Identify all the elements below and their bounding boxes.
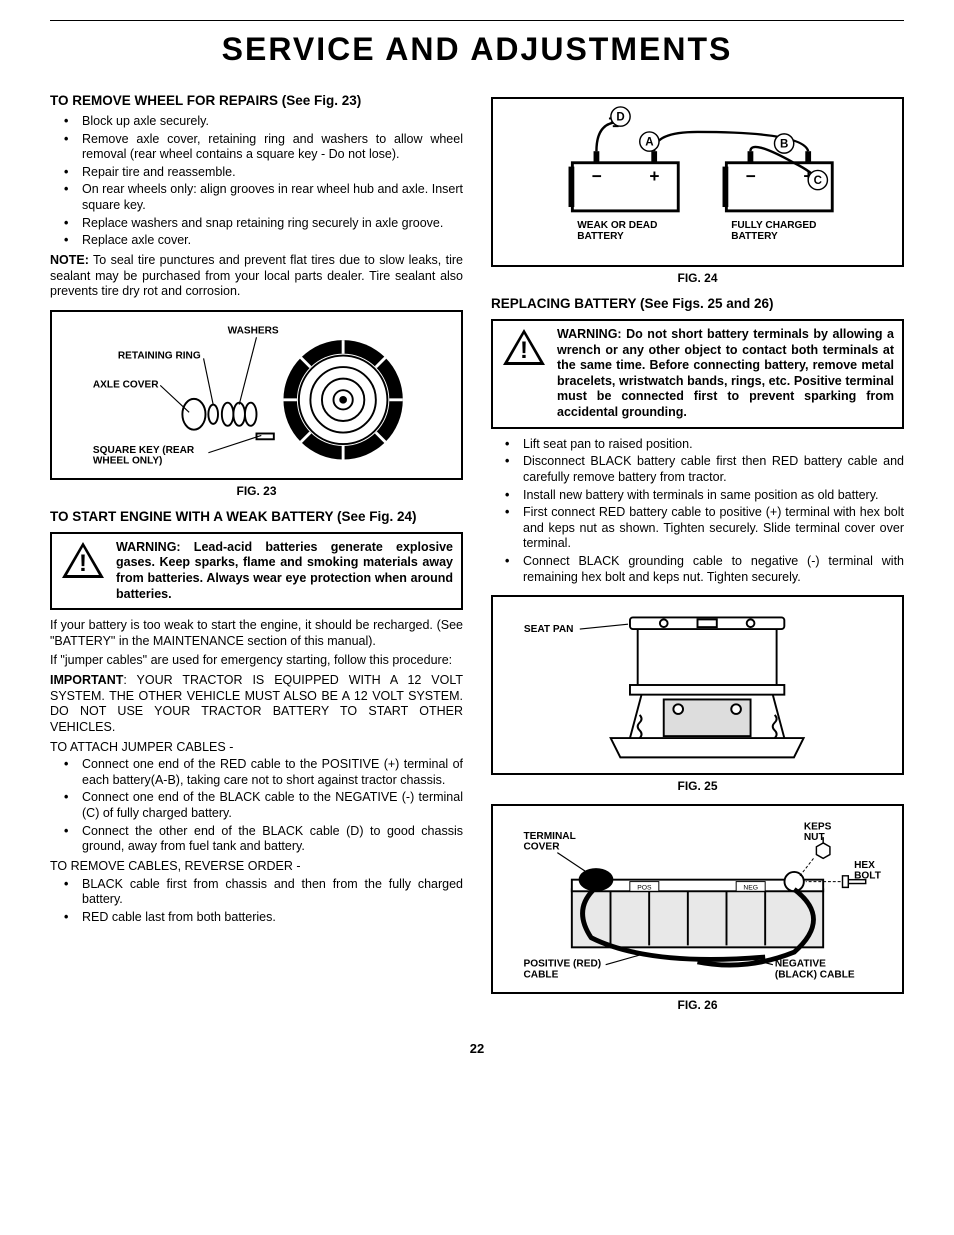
fig26-svg: POS NEG TERMIN [499, 812, 896, 986]
remove-list: BLACK cable first from chassis and then … [50, 877, 463, 926]
list-item: Remove axle cover, retaining ring and wa… [50, 132, 463, 163]
list-item: Disconnect BLACK battery cable first the… [491, 454, 904, 485]
fig26-neg: NEGATIVE(BLACK) CABLE [775, 959, 855, 981]
list-item: BLACK cable first from chassis and then … [50, 877, 463, 908]
figure-23: WASHERS RETAINING RING AXLE COVER SQUARE… [50, 310, 463, 480]
list-item: Install new battery with terminals in sa… [491, 488, 904, 504]
note-text: To seal tire punctures and prevent flat … [50, 253, 463, 298]
attach-head: TO ATTACH JUMPER CABLES - [50, 740, 463, 756]
remove-wheel-heading: TO REMOVE WHEEL FOR REPAIRS (See Fig. 23… [50, 93, 463, 110]
fig23-label-ring: RETAINING RING [118, 350, 201, 361]
fig25-label: SEAT PAN [524, 624, 574, 635]
replacing-battery-heading: REPLACING BATTERY (See Figs. 25 and 26) [491, 296, 904, 313]
warning-icon: ! [60, 540, 106, 580]
svg-text:!: ! [520, 337, 528, 364]
list-item: Lift seat pan to raised position. [491, 437, 904, 453]
right-column: − + − + B A [491, 87, 904, 1023]
list-item: RED cable last from both batteries. [50, 910, 463, 926]
svg-text:!: ! [79, 550, 87, 577]
fig26-hex: HEXBOLT [854, 860, 882, 882]
warning-box-1: ! WARNING: Lead-acid batteries generate … [50, 532, 463, 611]
warn-label: WARNING [116, 540, 176, 554]
fig25-caption: FIG. 25 [491, 779, 904, 794]
fig24-caption: FIG. 24 [491, 271, 904, 286]
weak-battery-heading: TO START ENGINE WITH A WEAK BATTERY (See… [50, 509, 463, 526]
svg-text:−: − [746, 166, 756, 186]
page-number: 22 [50, 1041, 904, 1057]
svg-text:+: + [649, 166, 659, 186]
remove-head: TO REMOVE CABLES, REVERSE ORDER - [50, 859, 463, 875]
fig26-caption: FIG. 26 [491, 998, 904, 1013]
svg-text:POS: POS [637, 885, 652, 892]
fig23-caption: FIG. 23 [50, 484, 463, 499]
list-item: Connect the other end of the BLACK cable… [50, 824, 463, 855]
list-item: Connect BLACK grounding cable to negativ… [491, 554, 904, 585]
svg-text:−: − [592, 166, 602, 186]
fig24-D: D [616, 111, 624, 123]
warning-text-2: WARNING: Do not short battery terminals … [557, 327, 894, 421]
list-item: Replace axle cover. [50, 233, 463, 249]
fig23-label-washers: WASHERS [228, 325, 279, 336]
imp-label: IMPORTANT [50, 673, 123, 687]
two-column-layout: TO REMOVE WHEEL FOR REPAIRS (See Fig. 23… [50, 87, 904, 1023]
fig25-svg: SEAT PAN [499, 603, 896, 767]
fig23-label-axle: AXLE COVER [93, 379, 159, 390]
list-item: First connect RED battery cable to posit… [491, 505, 904, 552]
warning-icon: ! [501, 327, 547, 367]
replace-battery-list: Lift seat pan to raised position. Discon… [491, 437, 904, 586]
warning-text-1: WARNING: Lead-acid batteries generate ex… [116, 540, 453, 603]
list-item: Connect one end of the RED cable to the … [50, 757, 463, 788]
figure-24: − + − + B A [491, 97, 904, 267]
note-paragraph: NOTE: To seal tire punctures and prevent… [50, 253, 463, 300]
sec2-p1: If your battery is too weak to start the… [50, 618, 463, 649]
figure-25: SEAT PAN [491, 595, 904, 775]
fig24-B: B [780, 138, 788, 150]
page-title: SERVICE AND ADJUSTMENTS [50, 29, 904, 69]
attach-list: Connect one end of the RED cable to the … [50, 757, 463, 855]
warning-box-2: ! WARNING: Do not short battery terminal… [491, 319, 904, 429]
top-rule [50, 20, 904, 21]
fig24-full: FULLY CHARGEDBATTERY [731, 220, 816, 242]
fig23-label-key: SQUARE KEY (REARWHEEL ONLY) [93, 445, 195, 467]
note-label: NOTE: [50, 253, 89, 267]
fig24-C: C [814, 175, 823, 187]
svg-text:NEG: NEG [743, 885, 758, 892]
list-item: Connect one end of the BLACK cable to th… [50, 790, 463, 821]
list-item: On rear wheels only: align grooves in re… [50, 182, 463, 213]
remove-wheel-list: Block up axle securely. Remove axle cove… [50, 114, 463, 249]
left-column: TO REMOVE WHEEL FOR REPAIRS (See Fig. 23… [50, 87, 463, 1023]
fig24-A: A [645, 136, 654, 148]
fig26-term: TERMINALCOVER [524, 831, 576, 853]
figure-26: POS NEG TERMIN [491, 804, 904, 994]
sec2-p2: If "jumper cables" are used for emergenc… [50, 653, 463, 669]
fig24-svg: − + − + B A [499, 105, 896, 259]
fig23-svg: WASHERS RETAINING RING AXLE COVER SQUARE… [58, 318, 455, 472]
fig26-pos: POSITIVE (RED)CABLE [524, 959, 602, 981]
list-item: Block up axle securely. [50, 114, 463, 130]
sec2-important: IMPORTANT: YOUR TRACTOR IS EQUIPPED WITH… [50, 673, 463, 736]
list-item: Repair tire and reassemble. [50, 165, 463, 181]
fig26-keps: KEPSNUT [804, 822, 832, 844]
fig24-weak: WEAK OR DEADBATTERY [577, 220, 657, 242]
list-item: Replace washers and snap retaining ring … [50, 216, 463, 232]
